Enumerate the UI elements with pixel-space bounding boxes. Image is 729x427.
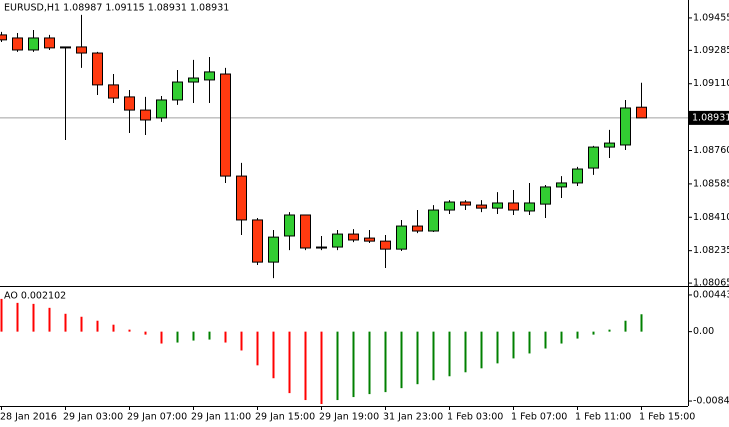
candle-body: [28, 37, 39, 51]
candle-body: [108, 84, 119, 99]
candle-body: [572, 168, 583, 184]
y-tick-label: 1.09285: [693, 45, 729, 56]
candle-body: [124, 96, 135, 111]
candle-body: [332, 233, 343, 248]
candle-body: [44, 37, 55, 49]
candle-body: [188, 77, 199, 83]
candle-body: [60, 46, 71, 49]
candle-body: [0, 34, 7, 41]
candle-body: [348, 233, 359, 241]
candle-body: [236, 175, 247, 221]
candle-body: [364, 237, 375, 242]
x-tick-label: 29 Jan 03:00: [63, 412, 123, 423]
candle-body: [140, 109, 151, 121]
candle-body: [76, 46, 87, 54]
candle-body: [300, 214, 311, 249]
y-tick-label: 0.004438: [693, 289, 729, 300]
x-tick-label: 1 Feb 11:00: [575, 412, 631, 423]
y-tick-label: 0.00: [693, 326, 714, 337]
candle-body: [428, 209, 439, 232]
y-tick-label: 1.08235: [693, 245, 729, 256]
candle-body: [284, 214, 295, 237]
candle-body: [12, 37, 23, 51]
price-panel: [0, 14, 688, 279]
indicator-header: AO 0.002102: [4, 291, 66, 302]
candle-body: [412, 225, 423, 232]
candle-body: [204, 71, 215, 81]
x-tick-label: 28 Jan 2016: [0, 412, 57, 423]
candle-body: [156, 99, 167, 119]
candle-body: [508, 202, 519, 211]
candle-body: [172, 81, 183, 101]
candle-body: [316, 246, 327, 249]
x-tick-label: 29 Jan 11:00: [191, 412, 251, 423]
last-price-tag: [689, 110, 729, 125]
candle-body: [396, 225, 407, 250]
ao-panel: [0, 298, 643, 405]
candle-body: [444, 201, 455, 211]
x-tick-label: 1 Feb 03:00: [447, 412, 503, 423]
candle-body: [492, 202, 503, 209]
y-tick-label: 1.09110: [693, 78, 729, 89]
candle-body: [588, 146, 599, 169]
candle-body: [604, 142, 615, 148]
y-tick-label: 1.08410: [693, 212, 729, 223]
candle-body: [92, 52, 103, 86]
symbol-header: EURUSD,H1 1.08987 1.09115 1.08931 1.0893…: [4, 3, 229, 14]
candle-body: [380, 240, 391, 250]
candle-body: [556, 182, 567, 188]
candle-body: [636, 106, 647, 119]
x-tick-label: 31 Jan 23:00: [383, 412, 443, 423]
last-price-label: 1.08931: [692, 112, 729, 123]
candle-body: [540, 186, 551, 205]
x-tick-label: 1 Feb 07:00: [511, 412, 567, 423]
candle-body: [476, 204, 487, 209]
x-tick-label: 29 Jan 07:00: [127, 412, 187, 423]
candle-body: [620, 107, 631, 146]
candle-body: [524, 202, 535, 212]
x-tick-label: 29 Jan 19:00: [319, 412, 379, 423]
y-tick-label: 1.08585: [693, 178, 729, 189]
x-tick-label: 29 Jan 15:00: [255, 412, 315, 423]
candle-body: [460, 201, 471, 206]
candle-body: [268, 236, 279, 263]
x-tick-label: 1 Feb 15:00: [639, 412, 695, 423]
y-tick-label: 1.08065: [693, 278, 729, 289]
y-tick-label: -0.00840: [693, 396, 729, 407]
y-tick-label: 1.08760: [693, 145, 729, 156]
candle-body: [252, 219, 263, 263]
candle-body: [220, 73, 231, 177]
y-tick-label: 1.09455: [693, 12, 729, 23]
